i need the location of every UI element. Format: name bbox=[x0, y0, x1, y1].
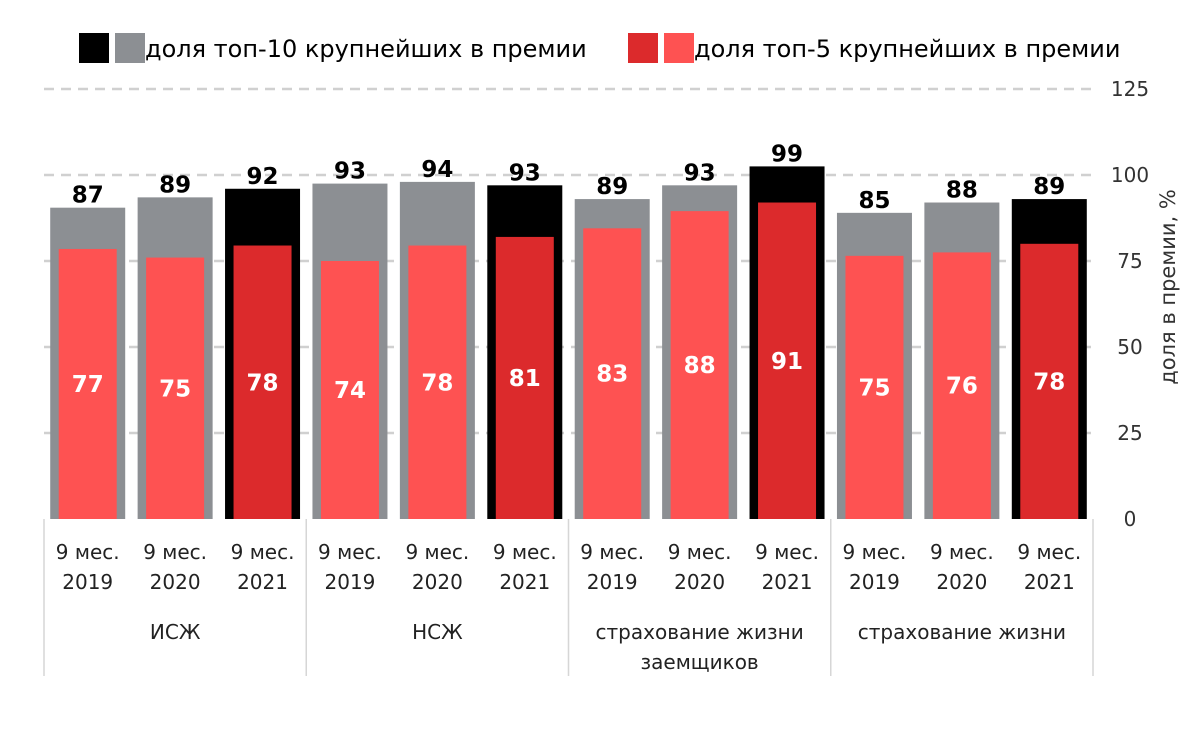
y-axis-title: доля в премии, % bbox=[1156, 189, 1180, 385]
y-tick-label: 25 bbox=[1117, 421, 1142, 445]
x-tick-label-year: 2020 bbox=[412, 570, 463, 594]
legend-label-top10: доля топ-10 крупнейших в премии bbox=[145, 35, 587, 63]
x-tick-label-year: 2019 bbox=[849, 570, 900, 594]
data-label-top10: 89 bbox=[1033, 174, 1065, 200]
legend-item-top5: доля топ-5 крупнейших в премии bbox=[628, 33, 1120, 63]
bar-top5 bbox=[58, 248, 117, 519]
bar-top5 bbox=[495, 236, 554, 520]
bar-top5 bbox=[408, 245, 467, 519]
data-label-top10: 99 bbox=[771, 141, 803, 167]
x-tick-label-year: 2021 bbox=[237, 570, 288, 594]
data-label-top5: 88 bbox=[684, 353, 716, 379]
y-tick-label: 50 bbox=[1117, 335, 1142, 359]
bar-top5 bbox=[1020, 243, 1079, 520]
y-tick-label: 125 bbox=[1111, 77, 1149, 101]
y-axis: доля в премии, % 0 25 50 75 100 125 bbox=[1111, 77, 1180, 531]
x-tick-label-year: 2021 bbox=[1024, 570, 1075, 594]
y-tick-label: 75 bbox=[1117, 249, 1142, 273]
data-label-top10: 88 bbox=[946, 178, 978, 204]
legend-swatch-top10-dark bbox=[79, 33, 109, 63]
x-tick-label-period: 9 мес. bbox=[231, 540, 295, 564]
data-label-top10: 93 bbox=[334, 159, 366, 185]
bar-top5 bbox=[932, 252, 991, 519]
bar-top5 bbox=[320, 261, 379, 519]
x-tick-label-period: 9 мес. bbox=[1017, 540, 1081, 564]
bar-top5 bbox=[146, 257, 205, 519]
data-label-top10: 89 bbox=[159, 172, 191, 198]
bars: 87 77 89 75 92 78 93 74 94 78 93 81 89 83 93 88 99 91 85 75… bbox=[50, 141, 1087, 520]
data-label-top5: 91 bbox=[771, 349, 803, 375]
x-tick-label-year: 2021 bbox=[499, 570, 550, 594]
bar-top5 bbox=[583, 228, 642, 519]
x-axis: 9 мес. 2019 9 мес. 2020 9 мес. 2021 9 мес. 2019… bbox=[43, 519, 1094, 676]
x-tick-label-period: 9 мес. bbox=[143, 540, 207, 564]
data-label-top10: 89 bbox=[596, 174, 628, 200]
data-label-top10: 87 bbox=[72, 183, 104, 209]
x-group-label: НСЖ bbox=[412, 620, 463, 644]
x-tick-label-period: 9 мес. bbox=[580, 540, 644, 564]
x-group-label: ИСЖ bbox=[150, 620, 201, 644]
data-label-top5: 78 bbox=[247, 370, 279, 396]
data-label-top5: 77 bbox=[72, 372, 104, 398]
y-tick-label: 0 bbox=[1124, 507, 1137, 531]
x-tick-label-period: 9 мес. bbox=[668, 540, 732, 564]
x-tick-label-year: 2020 bbox=[150, 570, 201, 594]
data-label-top5: 75 bbox=[159, 376, 191, 402]
x-tick-label-year: 2021 bbox=[762, 570, 813, 594]
data-label-top5: 78 bbox=[421, 370, 453, 396]
x-tick-label-year: 2020 bbox=[674, 570, 725, 594]
legend-label-top5: доля топ-5 крупнейших в премии bbox=[694, 35, 1120, 63]
data-label-top10: 85 bbox=[858, 188, 890, 214]
bar-top5 bbox=[758, 202, 817, 519]
data-label-top10: 93 bbox=[684, 160, 716, 186]
legend-swatch-top10-light bbox=[115, 33, 145, 63]
legend-item-top10: доля топ-10 крупнейших в премии bbox=[79, 33, 587, 63]
x-group-label: страхование жизни bbox=[858, 620, 1066, 644]
x-tick-label-period: 9 мес. bbox=[755, 540, 819, 564]
x-tick-label-period: 9 мес. bbox=[405, 540, 469, 564]
x-tick-label-period: 9 мес. bbox=[493, 540, 557, 564]
x-tick-label-year: 2019 bbox=[325, 570, 376, 594]
x-tick-label-year: 2019 bbox=[62, 570, 113, 594]
bar-top5 bbox=[233, 245, 292, 519]
data-label-top10: 93 bbox=[509, 160, 541, 186]
bar-top5 bbox=[670, 211, 729, 519]
data-label-top5: 75 bbox=[858, 375, 890, 401]
legend-swatch-top5-dark bbox=[628, 33, 658, 63]
data-label-top5: 83 bbox=[596, 362, 628, 388]
bar-top5 bbox=[845, 255, 904, 519]
data-label-top5: 81 bbox=[509, 366, 541, 392]
data-label-top10: 92 bbox=[247, 164, 279, 190]
data-label-top5: 78 bbox=[1033, 369, 1065, 395]
x-tick-label-year: 2019 bbox=[587, 570, 638, 594]
x-tick-label-period: 9 мес. bbox=[318, 540, 382, 564]
data-label-top5: 76 bbox=[946, 374, 978, 400]
y-tick-label: 100 bbox=[1111, 163, 1149, 187]
x-group-label: заемщиков bbox=[641, 650, 759, 674]
x-tick-label-period: 9 мес. bbox=[843, 540, 907, 564]
data-label-top5: 74 bbox=[334, 378, 366, 404]
legend-swatch-top5-light bbox=[664, 33, 694, 63]
gridlines bbox=[44, 87, 1093, 435]
x-tick-label-period: 9 мес. bbox=[930, 540, 994, 564]
x-group-label: страхование жизни bbox=[596, 620, 804, 644]
legend: доля топ-10 крупнейших в премии доля топ… bbox=[79, 33, 1120, 63]
x-tick-label-period: 9 мес. bbox=[56, 540, 120, 564]
data-label-top10: 94 bbox=[421, 157, 453, 183]
x-tick-label-year: 2020 bbox=[936, 570, 987, 594]
